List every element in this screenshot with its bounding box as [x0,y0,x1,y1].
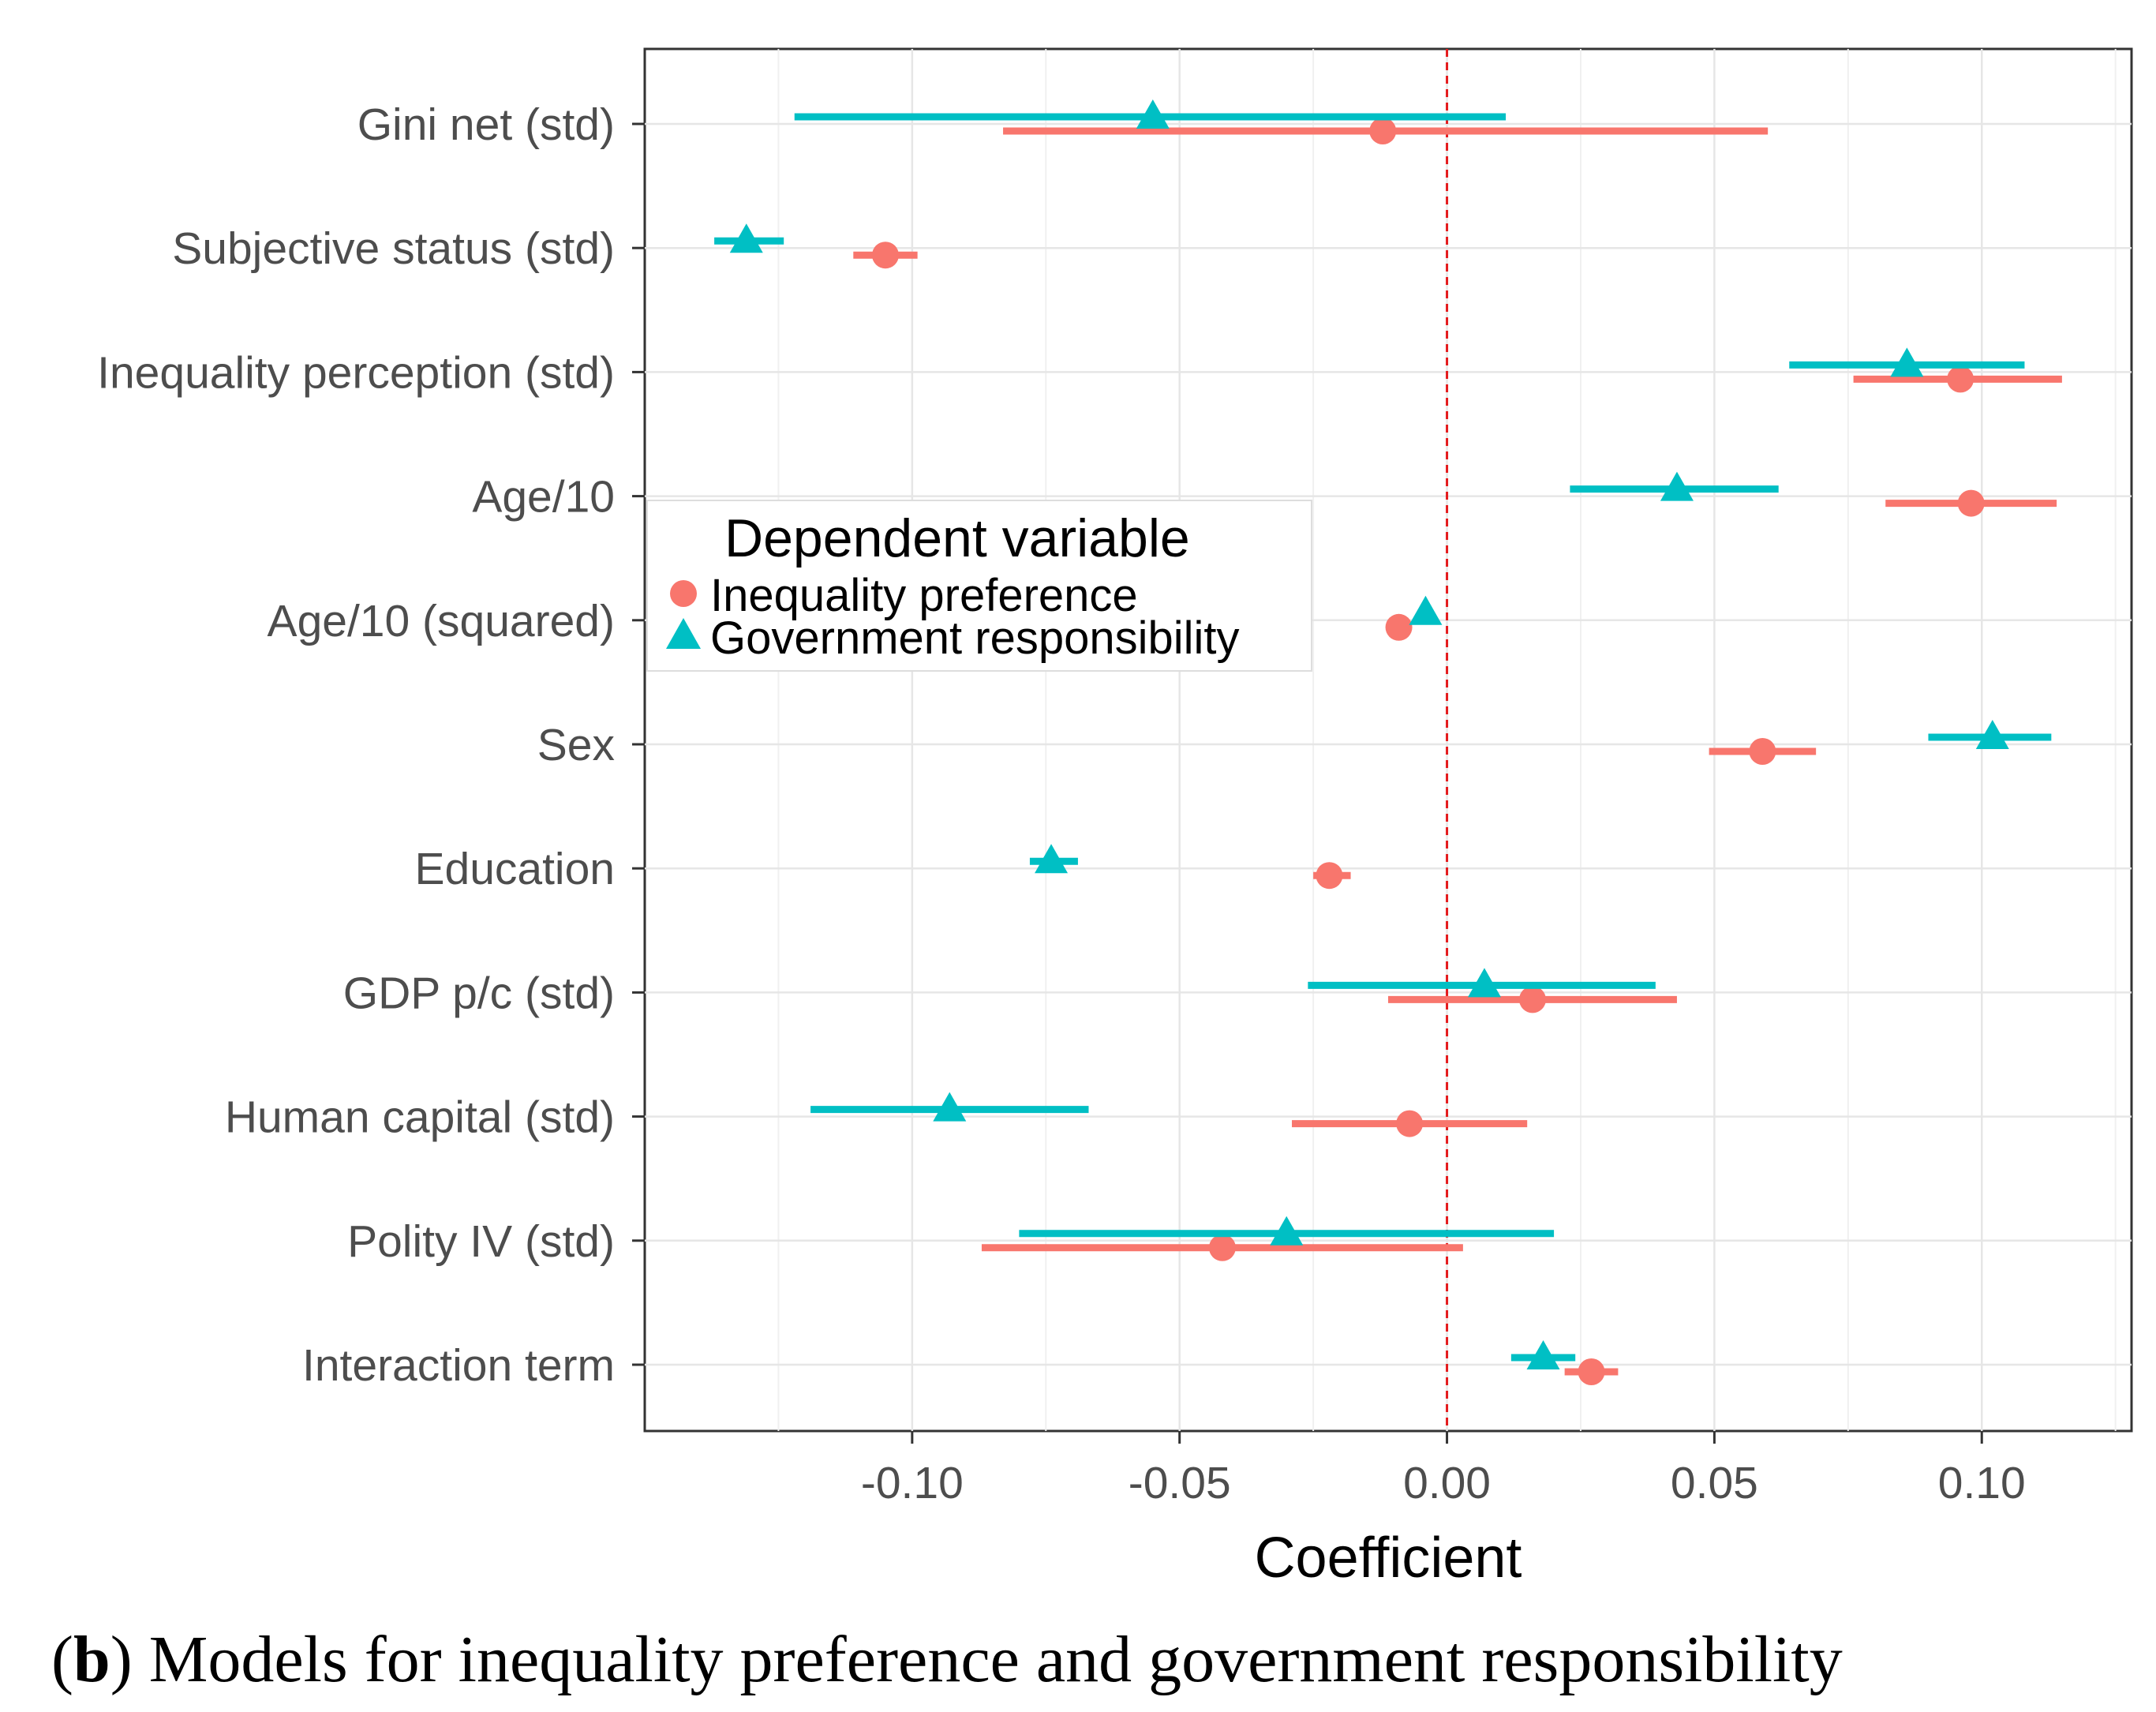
y-tick-label-gdp-p-c-std: GDP p/c (std) [343,968,615,1018]
point-age-10 [1660,471,1694,501]
figure-caption: (b) Models for inequality preference and… [51,1623,1843,1696]
point-gini-net-std [1369,118,1397,144]
point-age-10-squared [1385,613,1413,641]
y-axis-ticks: Gini net (std) Subjective status (std) Ine… [97,99,645,1391]
legend-label-inequality-preference: Inequality preference [710,570,1138,621]
point-education [1035,844,1069,874]
x-tick-label: 0.00 [1403,1458,1491,1508]
y-tick-label-interaction-term: Interaction term [302,1340,615,1391]
point-polity-iv-std [1208,1234,1236,1261]
y-tick-label-education: Education [414,844,615,894]
y-tick-label-polity-iv-std: Polity IV (std) [347,1216,615,1267]
point-education [1316,862,1343,890]
point-inequality-perception-std [1947,365,1974,393]
point-subjective-status-std [729,223,763,253]
series-inequality-preference [853,118,2062,1385]
series-government-responsibility [714,99,2052,1369]
x-tick-label: 0.10 [1938,1458,2026,1508]
y-tick-label-human-capital-std: Human capital (std) [225,1092,615,1143]
plot-panel [643,47,2133,1433]
point-human-capital-std [1396,1110,1424,1137]
y-tick-label-inequality-perception-std: Inequality perception (std) [97,347,615,398]
y-tick-label-sex: Sex [537,720,615,770]
y-tick-label-gini-net-std: Gini net (std) [357,99,615,150]
point-interaction-term [1526,1340,1560,1369]
legend-marker-government-responsibility [666,618,701,649]
point-subjective-status-std [871,242,899,269]
legend: Dependent variable Inequality preference… [646,500,1312,672]
x-tick-label: -0.05 [1129,1458,1231,1508]
x-tick-label: -0.10 [861,1458,964,1508]
y-tick-label-age-10-squared: Age/10 (squared) [268,596,615,646]
point-gini-net-std [1136,99,1170,129]
point-interaction-term [1578,1358,1605,1385]
x-axis-title: Coefficient [1255,1527,1522,1590]
legend-label-government-responsibility: Government responsibility [710,612,1240,664]
point-gdp-p-c-std [1467,968,1501,998]
y-tick-label-age-10: Age/10 [472,472,615,523]
point-sex [1749,738,1776,765]
caption-text: Models for inequality preference and gov… [149,1623,1843,1696]
point-gdp-p-c-std [1518,986,1546,1013]
point-sex [1975,720,2009,749]
point-inequality-perception-std [1890,347,1924,377]
x-axis-ticks: -0.10 -0.05 0.00 0.05 0.10 [861,1431,2026,1508]
y-tick-label-subjective-status-std: Subjective status (std) [172,223,615,274]
x-tick-label: 0.05 [1671,1458,1758,1508]
caption-label: b [73,1623,110,1696]
point-age-10-squared [1409,595,1443,625]
legend-title: Dependent variable [724,508,1190,568]
point-age-10 [1957,489,1985,517]
point-human-capital-std [933,1092,967,1122]
legend-box [646,500,1312,672]
series-layer [714,99,2062,1385]
point-polity-iv-std [1270,1216,1304,1246]
legend-marker-inequality-preference [670,580,697,607]
